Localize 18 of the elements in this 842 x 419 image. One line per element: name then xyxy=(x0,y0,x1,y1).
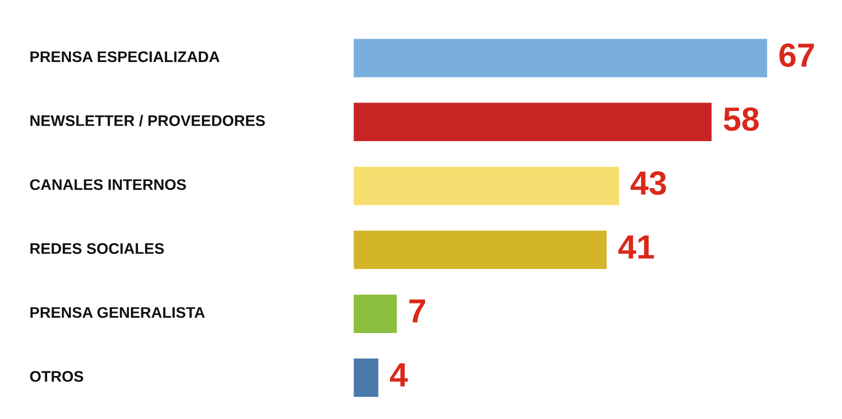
data-label: 7 xyxy=(409,299,426,322)
bar xyxy=(354,230,607,270)
y-tick-label: REDES SOCIALES xyxy=(30,243,164,254)
bar xyxy=(354,294,397,333)
data-label: 43 xyxy=(630,171,666,195)
data-label: 67 xyxy=(779,43,814,67)
y-tick-label: PRENSA ESPECIALIZADA xyxy=(30,51,220,62)
bar xyxy=(354,166,620,206)
y-tick-label: CANALES INTERNOS xyxy=(30,179,186,190)
data-label: 41 xyxy=(618,236,654,258)
bar xyxy=(354,358,378,397)
y-tick-label: OTROS xyxy=(30,371,84,382)
bar xyxy=(354,38,768,78)
bar xyxy=(354,102,712,142)
data-label: 58 xyxy=(724,107,759,131)
data-label: 4 xyxy=(390,363,408,386)
y-tick-label: NEWSLETTER / PROVEEDORES xyxy=(30,114,265,126)
y-tick-label: PRENSA GENERALISTA xyxy=(30,307,205,318)
